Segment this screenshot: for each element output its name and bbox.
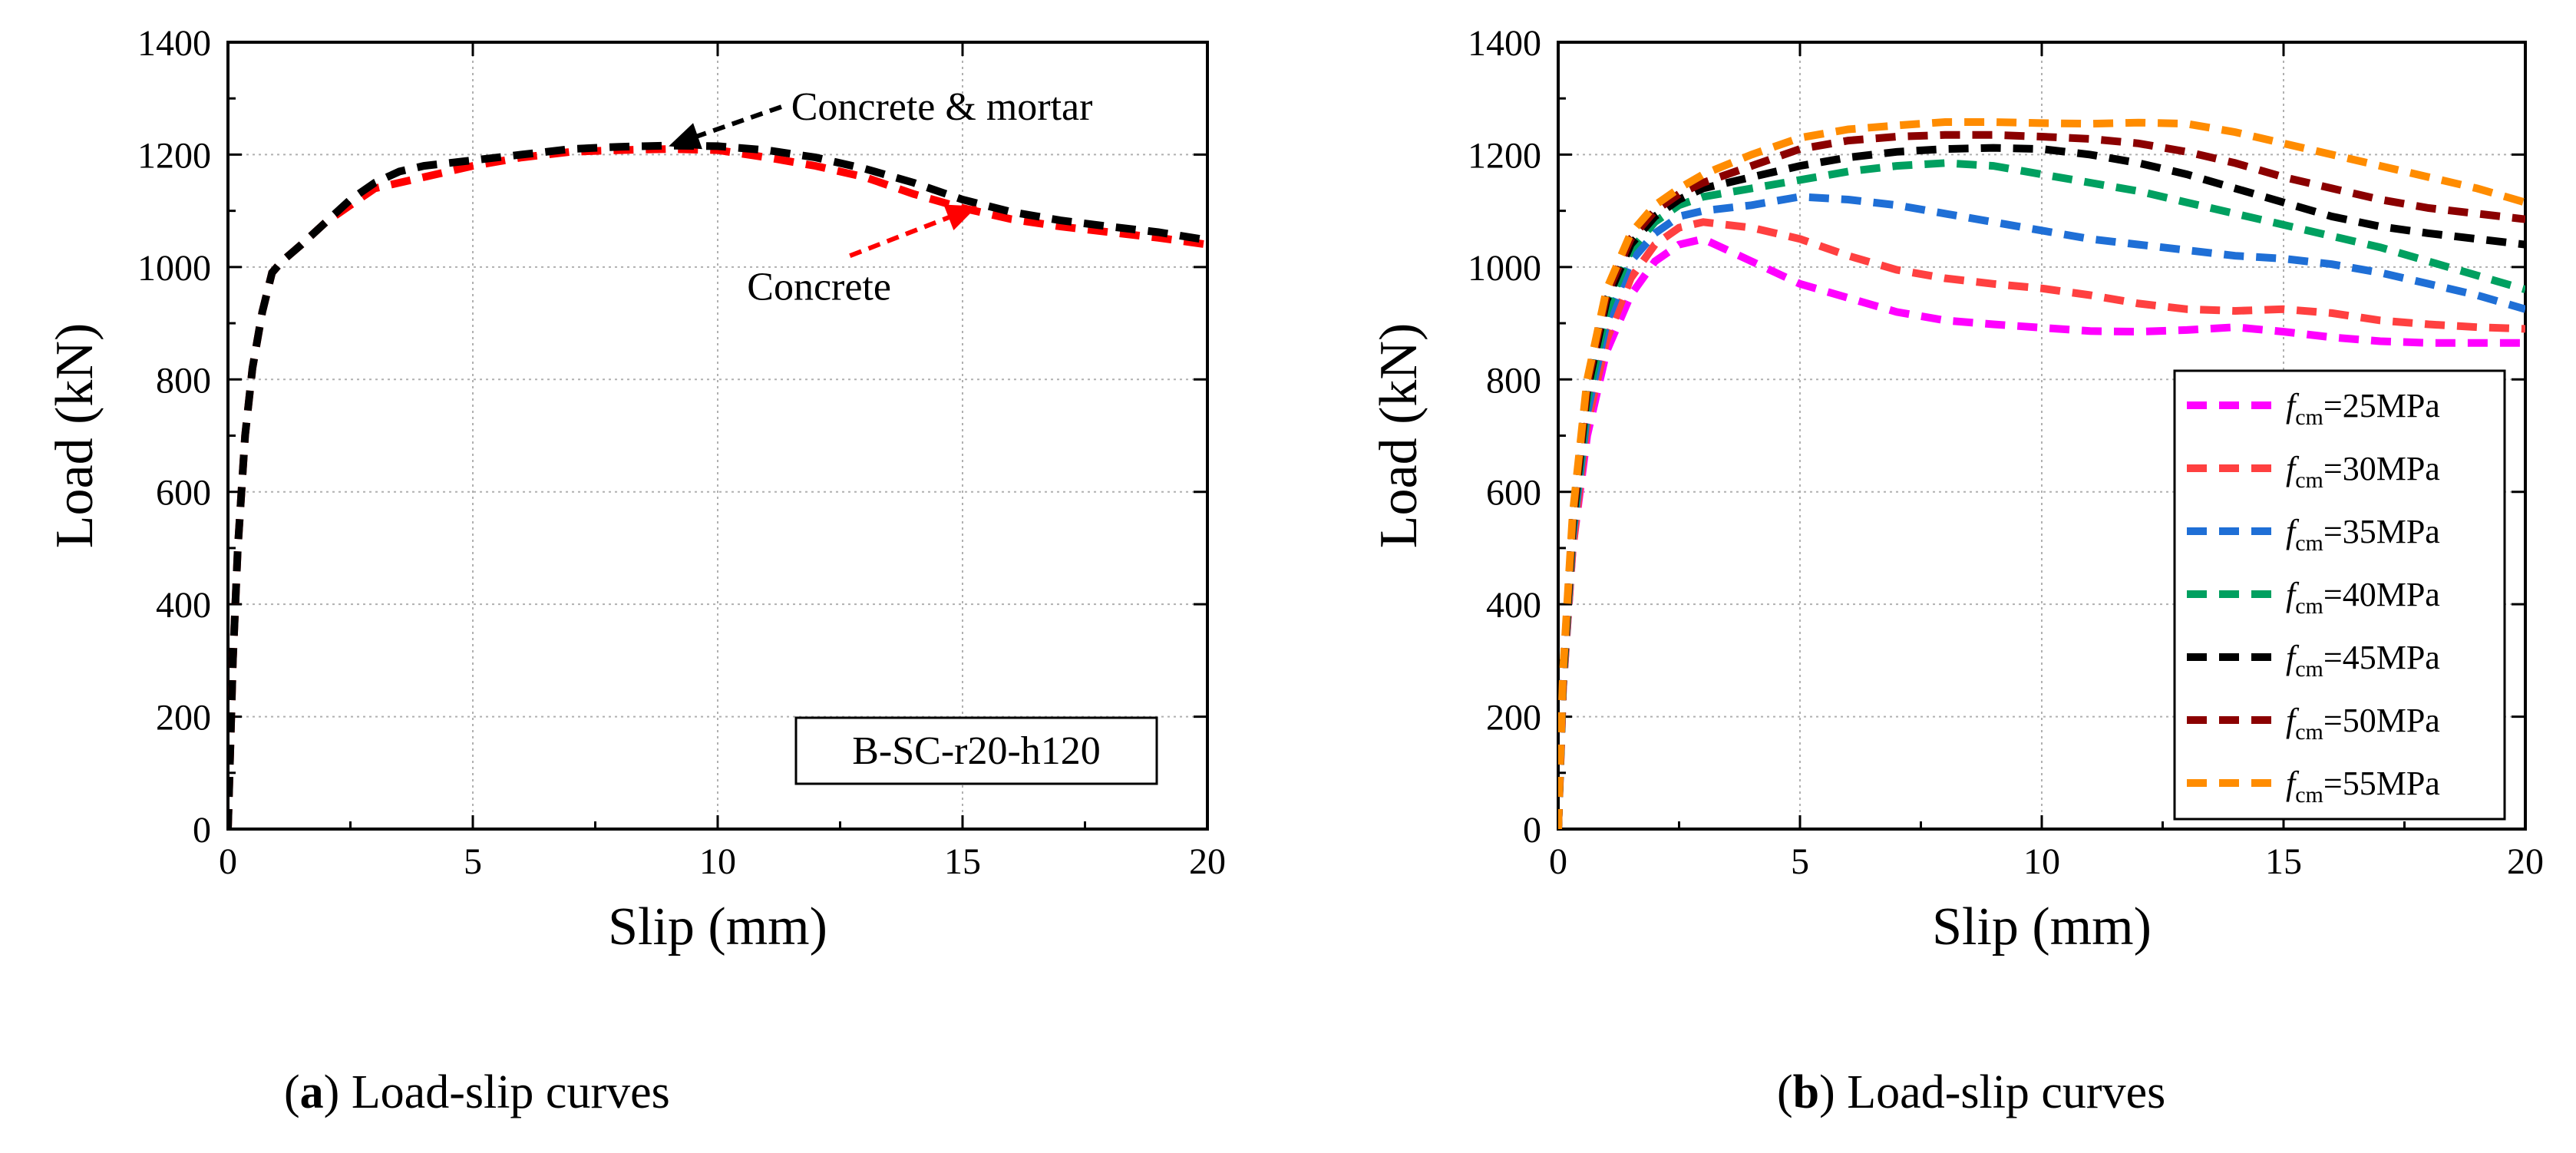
x-axis-title: Slip (mm) bbox=[1932, 897, 2152, 956]
caption-a-text: Load-slip curves bbox=[339, 1066, 670, 1118]
annotation-label: Concrete bbox=[747, 265, 891, 309]
y-tick-label: 1000 bbox=[1468, 248, 1541, 289]
legend-label: fcm=25MPa bbox=[2286, 387, 2440, 430]
annotation-arrow-head bbox=[669, 123, 702, 150]
legend-item: fcm=25MPa bbox=[2187, 387, 2440, 430]
x-axis-title: Slip (mm) bbox=[608, 897, 827, 956]
y-tick-label: 200 bbox=[1486, 698, 1541, 738]
annotation-arrow-head bbox=[943, 204, 978, 231]
y-tick-label: 1200 bbox=[1468, 135, 1541, 176]
x-tick-label: 10 bbox=[2023, 841, 2060, 882]
x-tick-label: 20 bbox=[1189, 841, 1226, 882]
y-tick-label: 400 bbox=[156, 585, 211, 626]
y-tick-label: 1400 bbox=[137, 23, 211, 64]
y-tick-label: 800 bbox=[1486, 360, 1541, 401]
series-line-55mpa bbox=[1558, 118, 2525, 829]
legend-label: fcm=50MPa bbox=[2286, 702, 2440, 745]
x-tick-label: 15 bbox=[2265, 841, 2302, 882]
y-tick-label: 600 bbox=[156, 473, 211, 514]
y-tick-label: 400 bbox=[1486, 585, 1541, 626]
legend-item: fcm=40MPa bbox=[2187, 576, 2440, 619]
legend-label: fcm=30MPa bbox=[2286, 450, 2440, 493]
series-line-35mpa bbox=[1558, 193, 2525, 829]
x-tick-label: 10 bbox=[699, 841, 736, 882]
caption-b-text: Load-slip curves bbox=[1835, 1066, 2166, 1118]
x-tick-label: 15 bbox=[944, 841, 981, 882]
legend-label: fcm=40MPa bbox=[2286, 576, 2440, 619]
legend-label: fcm=45MPa bbox=[2286, 639, 2440, 682]
y-tick-label: 0 bbox=[1523, 810, 1541, 851]
legend-item: fcm=50MPa bbox=[2187, 702, 2440, 745]
specimen-label-box bbox=[794, 716, 1158, 785]
legend-label: fcm=55MPa bbox=[2286, 765, 2440, 808]
x-tick-label: 0 bbox=[219, 841, 237, 882]
y-tick-label: 200 bbox=[156, 698, 211, 738]
y-tick-label: 1400 bbox=[1468, 23, 1541, 64]
series-line-concrete-mortar bbox=[228, 141, 1207, 829]
annotation-label: Concrete & mortar bbox=[791, 85, 1093, 129]
series-line-30mpa bbox=[1558, 218, 2525, 829]
caption-a-letter: a bbox=[299, 1066, 324, 1118]
series-line-50mpa bbox=[1558, 130, 2525, 829]
x-tick-label: 20 bbox=[2507, 841, 2544, 882]
series-line-25mpa bbox=[1558, 235, 2525, 829]
caption-a: (a) Load-slip curves bbox=[284, 1066, 670, 1118]
y-tick-label: 800 bbox=[156, 360, 211, 401]
series-line-40mpa bbox=[1558, 159, 2525, 829]
annotation-arrow-line bbox=[849, 203, 979, 259]
y-tick-label: 0 bbox=[193, 810, 211, 851]
caption-b: (b) Load-slip curves bbox=[1777, 1066, 2166, 1118]
legend-item: fcm=30MPa bbox=[2187, 450, 2440, 493]
y-tick-label: 1200 bbox=[137, 135, 211, 176]
x-tick-label: 5 bbox=[464, 841, 482, 882]
legend-item: fcm=45MPa bbox=[2187, 639, 2440, 682]
y-tick-label: 600 bbox=[1486, 473, 1541, 514]
x-tick-label: 0 bbox=[1549, 841, 1567, 882]
caption-b-letter: b bbox=[1792, 1066, 1820, 1118]
y-axis-title: Load (kN) bbox=[45, 323, 104, 549]
series-line-45mpa bbox=[1558, 144, 2525, 829]
legend-item: fcm=55MPa bbox=[2187, 765, 2440, 808]
specimen-label: B-SC-r20-h120 bbox=[852, 729, 1101, 773]
y-axis-title: Load (kN) bbox=[1369, 323, 1428, 549]
y-tick-label: 1000 bbox=[137, 248, 211, 289]
x-tick-label: 5 bbox=[1791, 841, 1809, 882]
